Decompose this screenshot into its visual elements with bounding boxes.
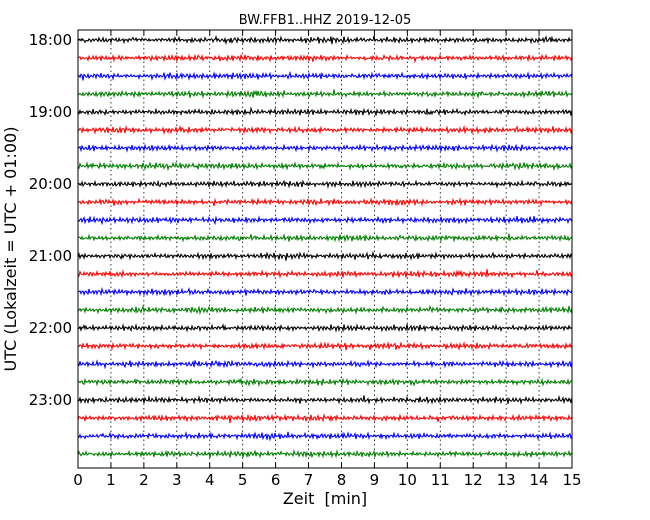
seismogram-traces — [77, 34, 573, 459]
trace-2015 — [77, 197, 573, 207]
trace-2100 — [77, 250, 573, 261]
trace-2315 — [77, 413, 573, 423]
trace-2045 — [77, 233, 573, 243]
x-tick-label: 3 — [172, 471, 182, 489]
y-axis-ticks: 18:00 19:00 20:00 21:00 22:00 23:00 — [29, 31, 572, 409]
y-tick-label: 22:00 — [29, 319, 72, 337]
trace-1945 — [77, 161, 573, 172]
y-tick-label: 19:00 — [29, 103, 72, 121]
x-tick-label: 6 — [271, 471, 281, 489]
y-tick-label: 20:00 — [29, 175, 72, 193]
y-tick-label: 21:00 — [29, 247, 72, 265]
x-tick-label: 1 — [106, 471, 116, 489]
trace-1915 — [77, 124, 573, 136]
x-tick-label: 8 — [337, 471, 347, 489]
x-tick-label: 7 — [304, 471, 314, 489]
trace-2130 — [77, 286, 573, 298]
trace-1900 — [77, 106, 573, 117]
grid-lines — [110, 30, 540, 468]
x-axis-ticks: 0 1 2 3 4 5 6 7 8 9 10 11 12 13 14 15 — [73, 30, 582, 489]
trace-2215 — [77, 340, 573, 352]
x-tick-label: 2 — [139, 471, 149, 489]
trace-2030 — [77, 215, 573, 226]
y-tick-label: 18:00 — [29, 31, 72, 49]
x-tick-label: 4 — [205, 471, 215, 489]
trace-2230 — [77, 359, 573, 370]
x-tick-label: 14 — [530, 471, 549, 489]
y-tick-label: 23:00 — [29, 391, 72, 409]
x-tick-label: 13 — [497, 471, 516, 489]
x-tick-label: 5 — [238, 471, 248, 489]
x-tick-label: 11 — [431, 471, 450, 489]
plot-frame — [77, 29, 573, 469]
trace-2330 — [77, 430, 573, 442]
trace-1815 — [77, 53, 573, 64]
x-tick-label: 0 — [73, 471, 83, 489]
trace-1830 — [77, 70, 573, 82]
trace-2115 — [77, 269, 573, 279]
chart-title: BW.FFB1..HHZ 2019-12-05 — [239, 13, 412, 28]
trace-2300 — [77, 394, 573, 406]
trace-2145 — [77, 304, 573, 315]
trace-2345 — [77, 449, 573, 459]
x-axis-label: Zeit [min] — [283, 489, 367, 508]
x-tick-label: 12 — [464, 471, 483, 489]
trace-1930 — [77, 143, 573, 153]
x-tick-label: 15 — [562, 471, 581, 489]
y-axis-label: UTC (Lokalzeit = UTC + 01:00) — [1, 127, 20, 372]
trace-2000 — [77, 179, 573, 189]
trace-2245 — [77, 377, 573, 388]
trace-1845 — [77, 89, 573, 99]
trace-1800 — [77, 34, 573, 46]
x-tick-label: 9 — [370, 471, 380, 489]
x-tick-label: 10 — [398, 471, 417, 489]
trace-2200 — [77, 323, 573, 333]
